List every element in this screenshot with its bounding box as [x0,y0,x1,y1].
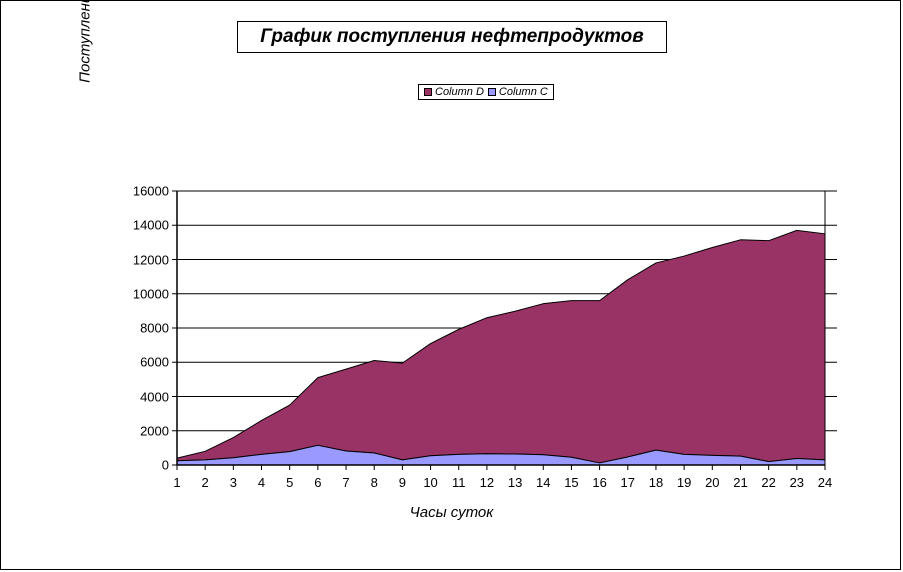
x-tick-label: 6 [314,475,322,490]
legend-label-column-c: Column C [498,86,548,98]
y-tick-label: 6000 [140,354,169,370]
y-tick-label: 4000 [140,389,169,404]
x-tick-label: 19 [676,475,692,490]
y-tick-label: 0 [161,457,169,473]
legend-label-column-d: Column D [435,86,484,98]
x-axis-title: Часы суток [409,504,494,521]
x-tick-label: 12 [479,475,495,490]
chart-title: График поступления нефтепродуктов [237,21,667,53]
x-tick-label: 23 [789,475,805,490]
x-tick-label: 11 [451,475,466,490]
legend-swatch-column-d [424,88,432,96]
x-tick-label: 16 [592,475,607,490]
x-tick-label: 7 [342,475,350,490]
y-tick-label: 8000 [140,320,169,336]
x-tick-label: 24 [817,475,833,490]
x-tick-label: 2 [201,475,209,490]
x-tick-label: 3 [229,475,237,490]
x-tick-label: 22 [761,475,776,490]
legend-entry-column-d[interactable]: Column D [424,86,484,98]
x-tick-label: 17 [620,475,636,490]
x-tick-label: 1 [173,475,181,490]
x-tick-label: 13 [507,475,523,490]
x-tick-label: 18 [648,475,664,490]
x-tick-label: 5 [286,475,294,490]
legend-entry-column-c[interactable]: Column C [487,86,548,98]
y-tick-label: 2000 [140,423,169,439]
legend-swatch-column-c [487,88,496,96]
x-tick-label: 4 [257,475,266,490]
x-tick-label: 20 [705,475,720,490]
chart-legend: Column D Column C [418,84,554,100]
y-tick-label: 12000 [132,252,169,267]
y-tick-label: 10000 [132,286,169,302]
x-tick-label: 21 [733,475,748,490]
x-tick-label: 10 [423,475,438,490]
y-tick-label: 16000 [132,183,169,199]
x-tick-label: 8 [370,475,378,490]
x-tick-label: 9 [398,475,407,490]
x-tick-label: 14 [536,475,551,490]
y-tick-label: 14000 [132,217,169,233]
x-tick-label: 15 [564,475,579,490]
